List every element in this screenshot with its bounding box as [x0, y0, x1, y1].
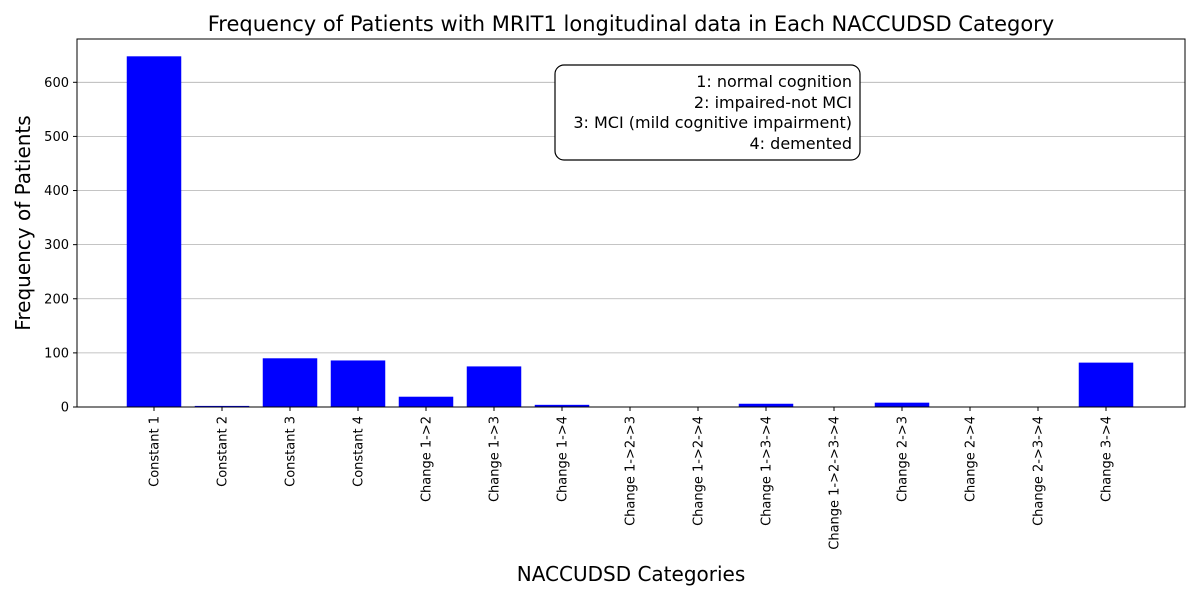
- y-axis-label: Frequency of Patients: [11, 115, 35, 330]
- x-tick-label: Change 2->3->4: [1032, 416, 1047, 526]
- x-tick-label: Constant 2: [216, 416, 231, 487]
- bar: [874, 402, 930, 407]
- x-tick-label: Change 3->4: [1100, 416, 1115, 502]
- annotation-line-2: 2: impaired-not MCI: [694, 93, 852, 112]
- bar: [534, 404, 590, 407]
- x-tick-label: Change 1->2->3: [624, 416, 639, 526]
- x-tick-label: Change 1->4: [556, 416, 571, 502]
- x-tick-label: Change 2->3: [896, 416, 911, 502]
- x-tick-label: Constant 4: [352, 416, 367, 487]
- annotation-line-3: 3: MCI (mild cognitive impairment): [573, 113, 852, 132]
- x-tick-label: Change 1->3->4: [760, 416, 775, 526]
- x-tick-label: Change 1->2: [420, 416, 435, 502]
- y-tick-label: 500: [44, 130, 69, 145]
- y-tick-label: 400: [44, 184, 69, 199]
- annotation-line-1: 1: normal cognition: [696, 72, 852, 91]
- y-tick-label: 0: [61, 401, 69, 416]
- bar: [466, 366, 522, 407]
- x-axis-ticks: Constant 1 Constant 2 Constant 3 Constant 4…: [148, 407, 1115, 550]
- bar: [126, 56, 182, 407]
- x-axis-label: NACCUDSD Categories: [517, 562, 746, 586]
- y-tick-label: 200: [44, 292, 69, 307]
- y-tick-label: 300: [44, 238, 69, 253]
- x-tick-label: Change 1->2->3->4: [828, 416, 843, 550]
- bars: [126, 56, 1134, 407]
- x-tick-label: Change 1->3: [488, 416, 503, 502]
- chart-title: Frequency of Patients with MRIT1 longitu…: [208, 12, 1055, 36]
- bar: [330, 360, 386, 407]
- y-tick-label: 600: [44, 76, 69, 91]
- bar: [194, 405, 250, 407]
- x-tick-label: Change 1->2->4: [692, 416, 707, 526]
- x-tick-label: Constant 1: [148, 416, 163, 487]
- x-tick-label: Change 2->4: [964, 416, 979, 502]
- annotation-box-frame: [554, 64, 861, 161]
- bar: [262, 358, 318, 407]
- annotation-box: 1: normal cognition 2: impaired-not MCI …: [554, 64, 861, 161]
- plot-area-frame: [76, 38, 1186, 408]
- bar: [398, 396, 454, 407]
- bar: [738, 403, 794, 407]
- annotation-line-4: 4: demented: [750, 134, 853, 153]
- x-tick-label: Constant 3: [284, 416, 299, 487]
- y-axis-ticks: 0 100 200 300 400 500 600: [44, 76, 77, 416]
- y-tick-label: 100: [44, 346, 69, 361]
- bar: [1078, 362, 1134, 407]
